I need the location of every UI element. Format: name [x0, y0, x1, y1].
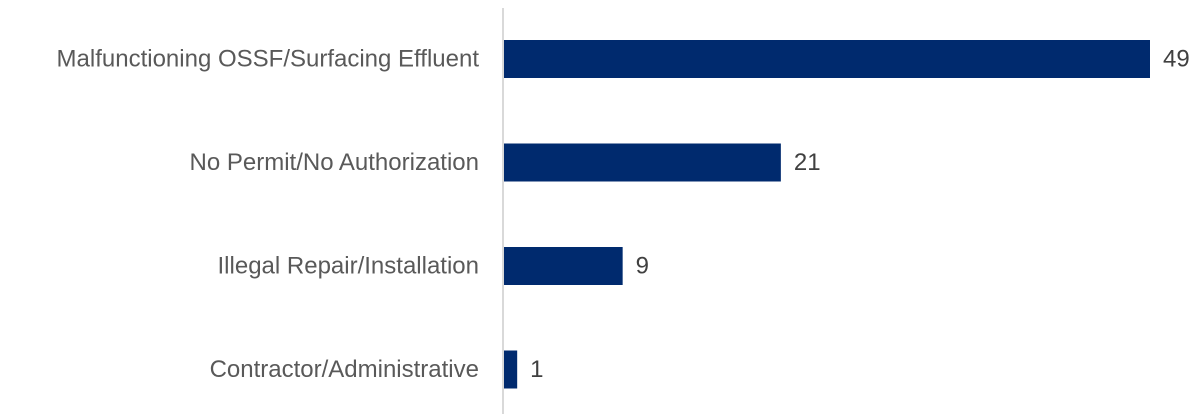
bar-0	[504, 40, 1150, 78]
data-label-0: 49	[1163, 46, 1190, 73]
bar-2	[504, 247, 623, 285]
labels-group: Malfunctioning OSSF/Surfacing Effluent 49…	[57, 46, 1190, 384]
bar-1	[504, 143, 781, 182]
data-label-3: 1	[530, 356, 543, 383]
category-label-0: Malfunctioning OSSF/Surfacing Effluent	[57, 46, 480, 73]
data-label-1: 21	[794, 149, 821, 176]
data-label-2: 9	[636, 253, 649, 280]
bars-group	[504, 40, 1150, 389]
category-label-3: Contractor/Administrative	[210, 356, 479, 383]
bar-3	[504, 350, 518, 389]
category-label-2: Illegal Repair/Installation	[218, 253, 479, 280]
category-label-1: No Permit/No Authorization	[190, 149, 479, 176]
